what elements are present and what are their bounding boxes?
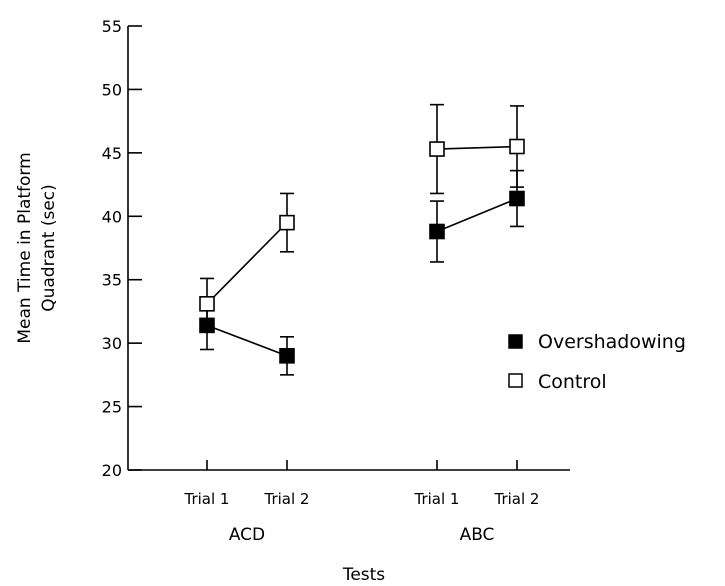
y-tick-label: 40 (102, 207, 122, 226)
y-tick-label: 55 (102, 17, 122, 36)
legend-label-overshadowing: Overshadowing (538, 331, 686, 353)
data-point-control (279, 214, 295, 231)
series-line-overshadowing (436, 197, 518, 233)
x-tick-label: Trial 2 (494, 490, 540, 508)
series-line-control (206, 222, 288, 305)
x-tick-label: Trial 1 (184, 490, 230, 508)
data-point-overshadowing (279, 348, 295, 364)
legend-marker-control (508, 373, 523, 388)
data-point-control (199, 296, 215, 312)
x-axis-title: Tests (342, 565, 385, 585)
legend-marker-overshadowing (508, 334, 523, 349)
x-group-label: ACD (229, 525, 265, 545)
y-tick-label: 20 (102, 461, 122, 480)
data-point-control (509, 138, 525, 155)
data-point-overshadowing (509, 190, 525, 207)
data-point-overshadowing (429, 223, 445, 240)
data-point-control (429, 141, 445, 157)
x-group-label: ABC (460, 525, 495, 545)
y-axis-title-line-2: Quadrant (sec) (39, 184, 59, 312)
legend-label-control: Control (538, 371, 607, 393)
series-line-control (436, 145, 518, 150)
x-axis-ticks: Trial 1 Trial 2 ACD Trial 1 Trial 2 ABC (184, 460, 540, 545)
y-tick-label: 25 (102, 398, 122, 417)
legend: Overshadowing Control (508, 331, 686, 393)
y-tick-label: 50 (102, 80, 122, 99)
y-axis-ticks: 20 25 30 35 40 45 50 55 (102, 17, 142, 480)
series-line-overshadowing (206, 324, 288, 357)
x-tick-label: Trial 1 (414, 490, 460, 508)
y-tick-label: 35 (102, 271, 122, 290)
x-tick-label: Trial 2 (264, 490, 310, 508)
y-tick-label: 45 (102, 144, 122, 163)
y-tick-label: 30 (102, 334, 122, 353)
series-layer (199, 103, 525, 376)
y-axis-title-line-1: Mean Time in Platform (15, 152, 35, 343)
